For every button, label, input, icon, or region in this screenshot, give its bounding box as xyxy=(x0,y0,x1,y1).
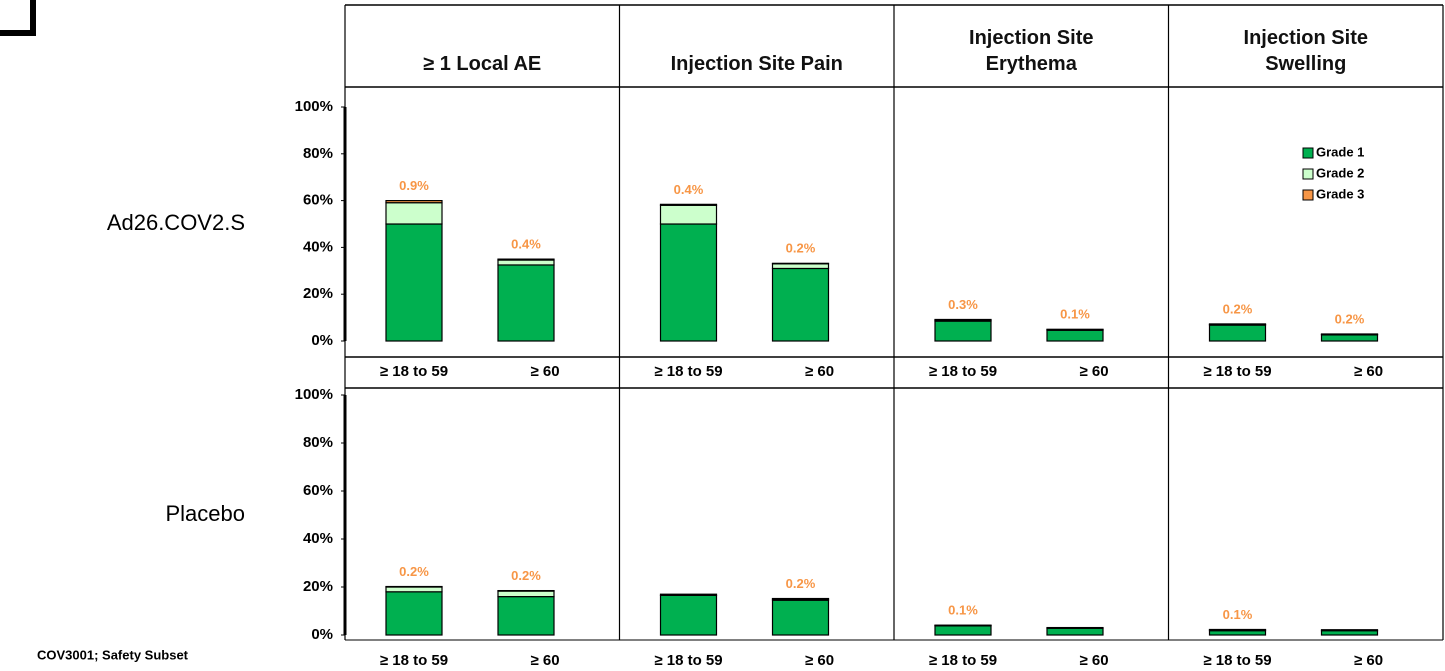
y-tick-label: 60% xyxy=(303,192,333,209)
legend-label: Grade 1 xyxy=(1316,144,1364,159)
bar-segment xyxy=(771,263,830,270)
column-header: Injection Site Pain xyxy=(670,53,843,75)
x-tick-label: ≥ 60 xyxy=(1354,652,1383,669)
x-tick-label: ≥ 18 to 59 xyxy=(654,363,722,380)
column-header: Injection Site Swelling xyxy=(1243,27,1368,75)
y-tick-label: 80% xyxy=(303,145,333,162)
value-label: 0.1% xyxy=(1223,607,1253,622)
y-tick-label: 20% xyxy=(303,285,333,302)
value-label: 0.1% xyxy=(948,603,978,618)
bar-segment xyxy=(659,203,718,206)
x-tick-label: ≥ 18 to 59 xyxy=(929,363,997,380)
legend-label: Grade 3 xyxy=(1316,186,1364,201)
bar-segment xyxy=(497,590,555,598)
x-tick-label: ≥ 60 xyxy=(805,363,834,380)
bar-segment xyxy=(1320,334,1379,342)
x-tick-label: ≥ 60 xyxy=(1354,363,1383,380)
bar-segment xyxy=(659,204,718,225)
x-tick-label: ≥ 60 xyxy=(1079,363,1108,380)
y-tick-label: 80% xyxy=(303,434,333,451)
bar-segment xyxy=(1320,630,1379,636)
bar-segment xyxy=(385,200,443,204)
bar-segment xyxy=(659,223,718,342)
value-label: 0.4% xyxy=(674,182,704,197)
bar-segment xyxy=(934,625,992,636)
value-label: 0.2% xyxy=(1335,311,1365,326)
y-tick-label: 0% xyxy=(311,626,333,643)
x-tick-label: ≥ 18 to 59 xyxy=(654,652,722,669)
y-tick-label: 100% xyxy=(295,98,333,115)
bar-segment xyxy=(1046,626,1104,629)
x-tick-label: ≥ 18 to 59 xyxy=(380,363,448,380)
footnote: COV3001; Safety Subset xyxy=(37,647,189,662)
y-tick-label: 100% xyxy=(295,386,333,403)
bar-segment xyxy=(1208,324,1267,342)
legend-label: Grade 2 xyxy=(1316,165,1364,180)
value-label: 0.2% xyxy=(399,564,429,579)
bar-segment xyxy=(497,258,555,261)
bar-segment xyxy=(1046,627,1104,636)
y-tick-label: 0% xyxy=(311,332,333,349)
bar-segment xyxy=(771,599,830,636)
value-label: 0.2% xyxy=(1223,301,1253,316)
column-header: Injection Site Erythema xyxy=(969,27,1094,75)
x-tick-label: ≥ 18 to 59 xyxy=(1203,652,1271,669)
bar-segment xyxy=(385,202,443,225)
column-header: ≥ 1 Local AE xyxy=(423,53,542,75)
bar-segment xyxy=(385,591,443,636)
bar-segment xyxy=(1046,329,1104,342)
legend-swatch xyxy=(1302,147,1314,159)
bar-segment xyxy=(771,267,830,342)
value-label: 0.4% xyxy=(511,237,541,252)
x-tick-label: ≥ 18 to 59 xyxy=(1203,363,1271,380)
value-label: 0.2% xyxy=(786,576,816,591)
bar-segment xyxy=(934,318,992,321)
bar-segment xyxy=(497,595,555,636)
legend-swatch xyxy=(1302,189,1314,201)
bar-segment xyxy=(659,594,718,636)
value-label: 0.2% xyxy=(511,568,541,583)
corner-mark xyxy=(0,0,36,36)
bar-segment xyxy=(497,264,555,342)
bar-segment xyxy=(385,586,443,593)
bar-segment xyxy=(1208,630,1267,636)
value-label: 0.9% xyxy=(399,178,429,193)
row-label: Ad26.COV2.S xyxy=(107,210,245,235)
bar-segment xyxy=(934,320,992,342)
y-tick-label: 60% xyxy=(303,482,333,499)
bar-segment xyxy=(497,259,555,266)
value-label: 0.2% xyxy=(786,241,816,256)
x-tick-label: ≥ 18 to 59 xyxy=(929,652,997,669)
x-tick-label: ≥ 18 to 59 xyxy=(380,652,448,669)
bar-segment xyxy=(1320,629,1379,632)
bar-segment xyxy=(659,593,718,597)
y-tick-label: 40% xyxy=(303,530,333,547)
y-tick-label: 20% xyxy=(303,578,333,595)
x-tick-label: ≥ 60 xyxy=(1079,652,1108,669)
x-tick-label: ≥ 60 xyxy=(805,652,834,669)
x-tick-label: ≥ 60 xyxy=(530,652,559,669)
bar-segment xyxy=(385,223,443,342)
value-label: 0.1% xyxy=(1060,307,1090,322)
value-label: 0.3% xyxy=(948,297,978,312)
x-tick-label: ≥ 60 xyxy=(530,363,559,380)
row-label: Placebo xyxy=(165,501,245,526)
y-tick-label: 40% xyxy=(303,238,333,255)
legend-swatch xyxy=(1302,168,1314,180)
